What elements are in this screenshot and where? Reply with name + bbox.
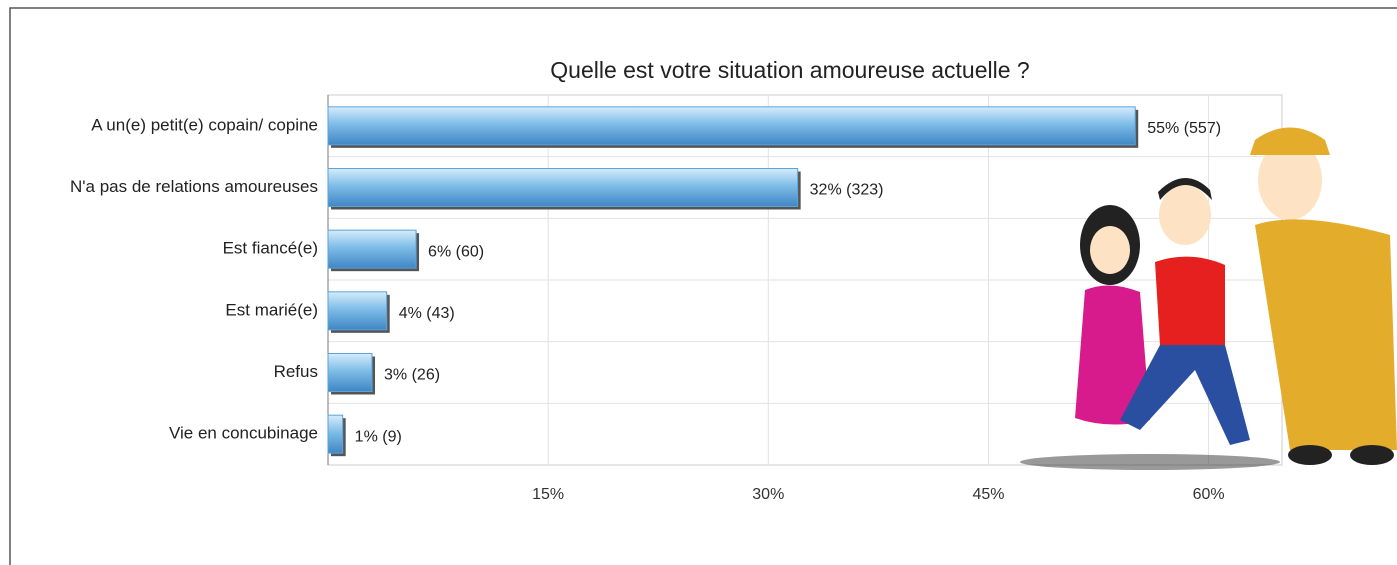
x-tick-label: 45% [972,486,1004,503]
chart-title: Quelle est votre situation amoureuse act… [550,57,1029,83]
illustration [1020,127,1397,470]
y-tick-label: Est fiancé(e) [223,239,318,258]
y-tick-label: Refus [274,362,318,381]
y-tick-label: N'a pas de relations amoureuses [70,177,318,196]
plot: 15% 30% 45% 60% A un(e) petit(e) copain/ cop… [70,95,1282,503]
value-label: 32% (323) [810,182,884,199]
value-label: 1% (9) [355,428,402,445]
bar [327,168,799,207]
y-tick-label: Vie en concubinage [169,424,318,443]
bar [327,291,388,331]
y-tick-label: Est marié(e) [225,300,318,319]
value-label: 55% (557) [1147,120,1221,137]
y-tick-label: A un(e) petit(e) copain/ copine [91,115,318,134]
x-tick-label: 15% [532,486,564,503]
frame [9,7,1397,565]
bar [327,353,373,392]
value-label: 3% (26) [384,367,440,384]
x-tick-label: 30% [752,486,784,503]
bar [327,229,417,269]
value-label: 6% (60) [428,243,484,260]
bar [327,106,1136,146]
value-label: 4% (43) [399,305,455,322]
bar [327,414,344,454]
x-tick-label: 60% [1193,486,1225,503]
